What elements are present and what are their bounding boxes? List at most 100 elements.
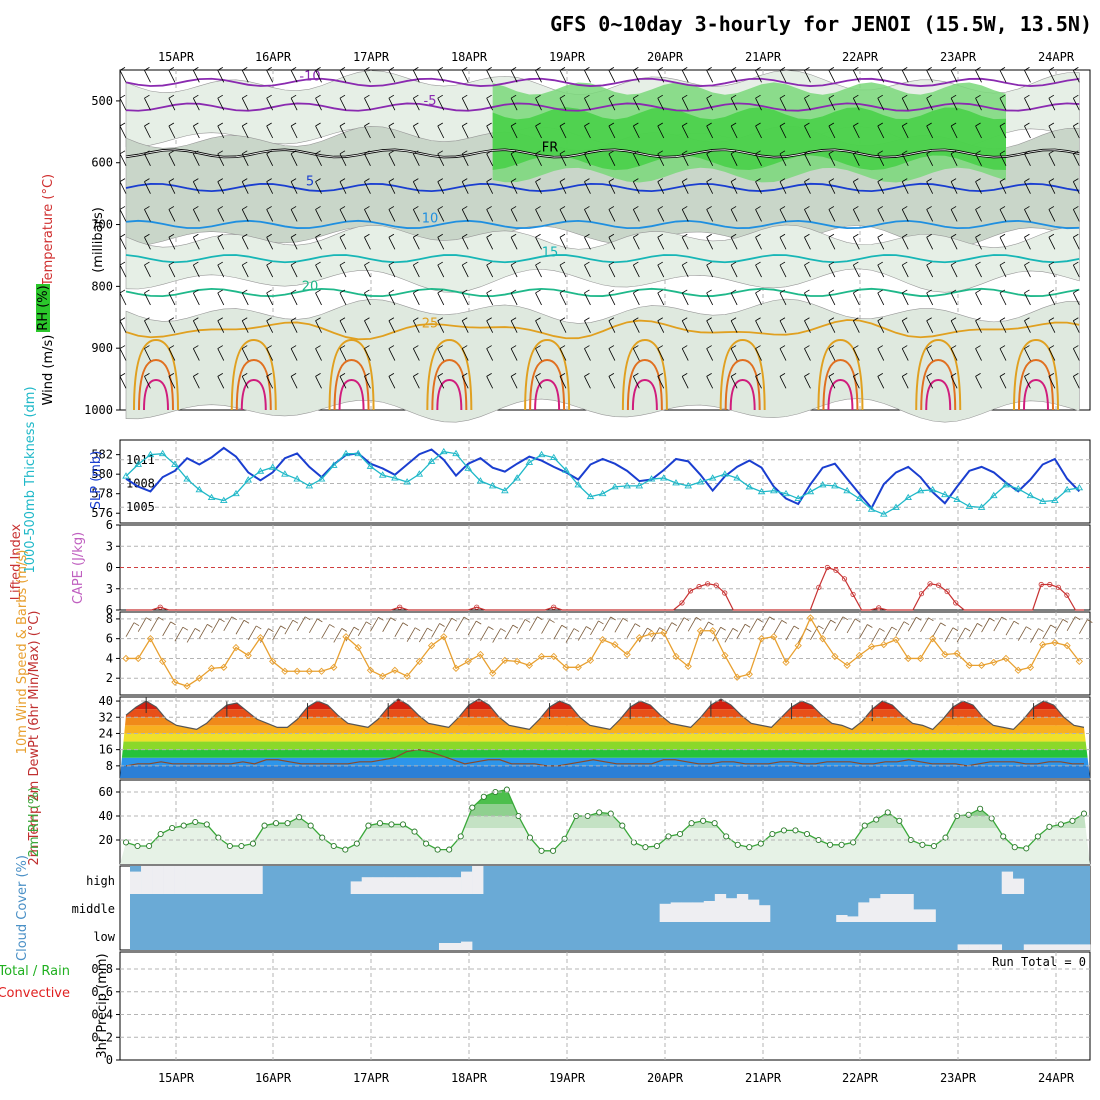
wind-speed-point: [965, 661, 973, 669]
wind-barb: [217, 292, 225, 306]
wind-barb-flag: [290, 67, 297, 71]
wind-barb: [339, 376, 347, 389]
wind-barb-flag: [535, 373, 541, 377]
rh-point: [1046, 823, 1053, 830]
thickness-point: [672, 479, 680, 486]
lifted-index-point: [935, 582, 942, 588]
wind-barb: [975, 125, 982, 139]
surface-isotherm: [235, 358, 272, 411]
wind-speed-point: [831, 652, 839, 661]
wind-barb: [339, 98, 347, 111]
wind-barb-flag: [168, 373, 175, 377]
wind-barb: [455, 616, 465, 632]
wind-barb-flag: [950, 261, 957, 266]
wind-barb: [412, 209, 420, 222]
thickness-point: [806, 487, 815, 495]
wind-barb: [1072, 376, 1080, 389]
wind-barb-flag: [877, 94, 883, 99]
wind-barb: [950, 348, 958, 361]
wind-barb-flag: [217, 345, 223, 349]
wind-barb-flag: [804, 345, 810, 349]
top-date-label: 22APR: [842, 50, 879, 64]
wind-barb: [761, 616, 770, 632]
wind-barb: [828, 98, 836, 111]
isotherm-label: 25: [422, 317, 439, 332]
wind-barb-flag: [437, 261, 443, 266]
rh-point: [480, 793, 487, 800]
wind-barb: [950, 237, 958, 250]
wind-barb: [1024, 153, 1031, 166]
wind-barb-flag: [217, 67, 223, 71]
wind-barb-flag: [730, 122, 737, 127]
wind-speed-line: [126, 616, 1080, 687]
wind-barb: [1048, 264, 1056, 278]
wind-barb: [632, 98, 640, 111]
wind-barb: [1072, 209, 1080, 222]
wind-barb: [584, 70, 591, 83]
wind-barb: [632, 320, 640, 333]
wind-speed-point: [195, 674, 203, 682]
wind-barb-flag: [402, 622, 409, 627]
wind-barb-flag: [769, 616, 775, 621]
temp-axis-label: Temperature (°C): [41, 174, 56, 287]
wind-barb-flag: [853, 94, 859, 99]
rh-point: [700, 817, 707, 824]
lifted-index-point: [1064, 592, 1070, 598]
wind-barb: [877, 376, 885, 389]
rh-point: [122, 839, 130, 846]
wind-barb: [144, 153, 151, 166]
rh-axis-label: 2m RH (%): [27, 787, 42, 858]
wind-barb: [706, 292, 714, 306]
thickness-point: [916, 486, 925, 494]
wind-barb: [315, 125, 322, 139]
wind-speed-point: [207, 664, 216, 672]
wind-barb-flag: [1048, 206, 1055, 210]
wind-barb: [443, 617, 453, 633]
wind-barb-flag: [486, 178, 492, 182]
wind-barb-flag: [828, 150, 835, 155]
wind-speed-point: [709, 627, 717, 635]
wind-speed-point: [220, 663, 228, 671]
wind-barb-flag: [657, 94, 663, 99]
wind-barb-flag: [217, 289, 223, 294]
cloud-background: [130, 866, 1090, 950]
thickness-point: [1075, 483, 1084, 491]
wind-barb: [192, 70, 200, 83]
wind-barb-flag: [853, 233, 859, 238]
wind-barb-flag: [559, 94, 566, 99]
wind-barb: [510, 320, 518, 333]
wind-barb-flag: [926, 317, 932, 322]
wind-barb: [584, 348, 591, 361]
wind-barb-flag: [853, 317, 859, 322]
thickness-point: [745, 482, 754, 490]
wind-barb-flag: [902, 345, 908, 349]
wind-barb: [584, 98, 591, 111]
thickness-point: [122, 472, 130, 479]
bottom-date-label: 16APR: [255, 1071, 292, 1085]
wind-barb-flag: [537, 616, 543, 621]
wind-barb: [510, 264, 518, 278]
wind-barb: [119, 237, 127, 250]
wind-barb: [657, 70, 665, 83]
wind-barb: [290, 98, 298, 111]
wind-barb-flag: [975, 206, 981, 210]
wind-barb-flag: [486, 150, 492, 155]
wind-barb: [364, 264, 371, 278]
wind-barb: [461, 125, 469, 139]
wind-barb: [541, 619, 550, 634]
wind-barb: [877, 181, 885, 194]
wind-barb: [192, 237, 200, 250]
li-tick: 6: [106, 603, 113, 617]
rh-point: [780, 827, 787, 834]
wind-barb-flag: [950, 178, 957, 182]
slp-axis-label: SLP (mb): [89, 451, 104, 510]
wind-barb: [364, 292, 371, 306]
wind-barb: [755, 98, 762, 111]
temp-band: [120, 725, 1090, 734]
wind-barb-flag: [853, 67, 859, 71]
wind-barb: [1024, 125, 1031, 139]
wind-barb-flag: [339, 345, 346, 349]
wind-barb: [119, 264, 127, 278]
wind-barb: [565, 628, 575, 643]
